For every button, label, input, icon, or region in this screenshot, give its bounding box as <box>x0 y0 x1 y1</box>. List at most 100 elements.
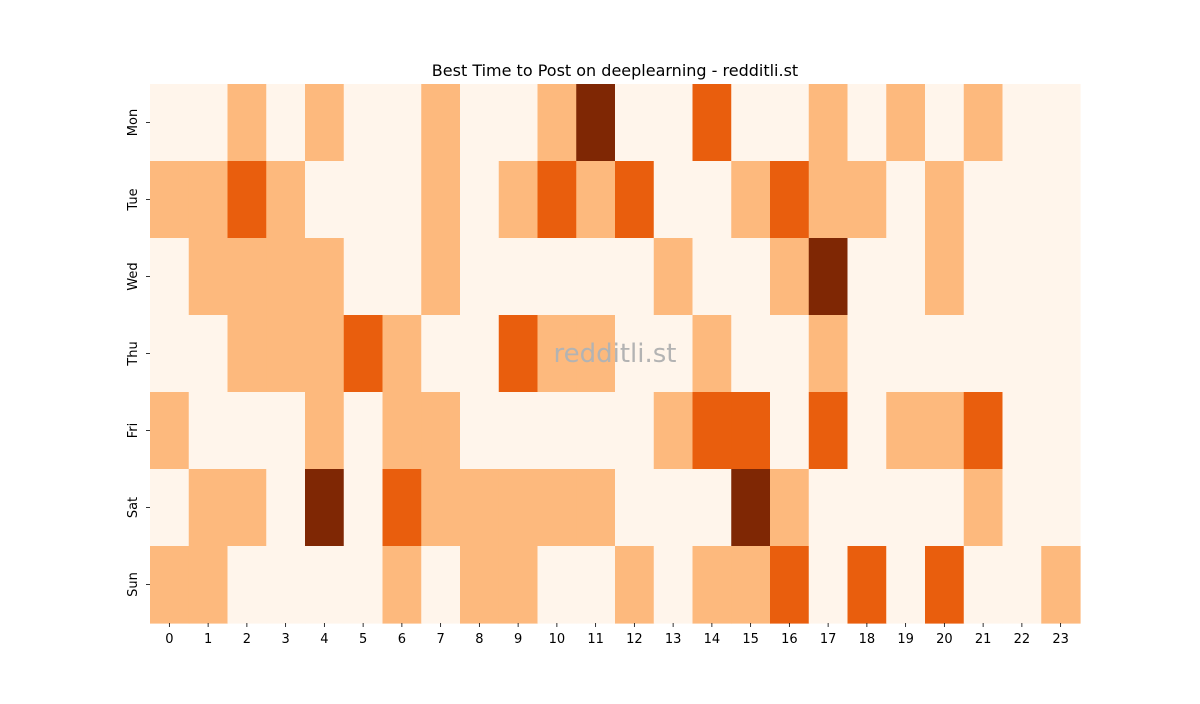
heatmap-cell-sun-0 <box>150 546 190 624</box>
x-tick-label: 3 <box>281 632 289 647</box>
heatmap-cell-thu-18 <box>847 315 887 393</box>
heatmap-cell-fri-8 <box>460 392 500 470</box>
x-tick-label: 22 <box>1014 632 1031 647</box>
heatmap-cell-sun-17 <box>808 546 849 624</box>
heatmap-cell-sun-3 <box>266 546 306 624</box>
y-tick-label: Tue <box>126 188 141 211</box>
x-tick-label: 0 <box>165 632 173 647</box>
heatmap-cell-thu-15 <box>731 315 771 393</box>
heatmap-cell-sat-21 <box>963 469 1004 547</box>
heatmap-cell-thu-21 <box>963 315 1004 393</box>
heatmap-cell-mon-17 <box>808 84 849 162</box>
heatmap-cell-wed-9 <box>498 238 539 316</box>
heatmap-cell-sat-17 <box>808 469 849 547</box>
heatmap-cell-wed-18 <box>847 238 887 316</box>
heatmap-cell-thu-17 <box>808 315 849 393</box>
x-tick-label: 8 <box>475 632 483 647</box>
heatmap-cell-sat-11 <box>576 469 616 547</box>
heatmap-cell-mon-12 <box>615 84 655 162</box>
x-tick-label: 18 <box>859 632 876 647</box>
heatmap-cell-fri-15 <box>731 392 771 470</box>
x-tick-label: 14 <box>704 632 721 647</box>
x-tick-label: 7 <box>436 632 444 647</box>
heatmap-cell-mon-5 <box>343 84 384 162</box>
heatmap-cell-thu-4 <box>305 315 345 393</box>
x-tick-label: 10 <box>549 632 566 647</box>
heatmap-cell-thu-7 <box>421 315 461 393</box>
heatmap-cell-mon-7 <box>421 84 461 162</box>
heatmap-cell-thu-13 <box>653 315 694 393</box>
heatmap-cell-sat-10 <box>537 469 577 547</box>
heatmap-cell-tue-0 <box>150 161 190 239</box>
x-tick-label: 15 <box>742 632 759 647</box>
heatmap-cell-sat-18 <box>847 469 887 547</box>
heatmap-cell-thu-16 <box>770 315 810 393</box>
heatmap-cell-tue-9 <box>498 161 539 239</box>
x-tick-label: 16 <box>781 632 798 647</box>
x-tick-label: 13 <box>665 632 682 647</box>
heatmap-cell-fri-0 <box>150 392 190 470</box>
x-tick-label: 1 <box>204 632 212 647</box>
heatmap-cell-thu-0 <box>150 315 190 393</box>
heatmap-cell-mon-0 <box>150 84 190 162</box>
x-tick-label: 21 <box>975 632 992 647</box>
heatmap-cell-fri-22 <box>1002 392 1042 470</box>
heatmap-cell-mon-3 <box>266 84 306 162</box>
heatmap-cell-wed-14 <box>692 238 732 316</box>
x-tick-label: 4 <box>320 632 328 647</box>
heatmap-cell-tue-1 <box>188 161 229 239</box>
heatmap-cell-fri-7 <box>421 392 461 470</box>
heatmap-cell-sat-0 <box>150 469 190 547</box>
heatmap-cell-tue-10 <box>537 161 577 239</box>
x-tick-label: 9 <box>514 632 522 647</box>
x-tick-label: 6 <box>398 632 406 647</box>
x-tick-label: 20 <box>936 632 953 647</box>
heatmap-cell-sat-14 <box>692 469 732 547</box>
heatmap-cell-fri-19 <box>886 392 926 470</box>
heatmap-cell-fri-16 <box>770 392 810 470</box>
heatmap-cell-fri-2 <box>227 392 267 470</box>
heatmap-cell-tue-15 <box>731 161 771 239</box>
heatmap-cell-tue-7 <box>421 161 461 239</box>
heatmap-cell-thu-1 <box>188 315 229 393</box>
heatmap-cell-sat-5 <box>343 469 384 547</box>
heatmap-cell-thu-14 <box>692 315 732 393</box>
heatmap-cell-mon-21 <box>963 84 1004 162</box>
x-tick-label: 11 <box>587 632 604 647</box>
heatmap-cell-sat-15 <box>731 469 771 547</box>
x-tick-label: 23 <box>1052 632 1069 647</box>
heatmap-cell-wed-19 <box>886 238 926 316</box>
heatmap-cell-thu-9 <box>498 315 539 393</box>
heatmap-cell-mon-22 <box>1002 84 1042 162</box>
heatmap-cell-sat-9 <box>498 469 539 547</box>
heatmap-cell-sat-7 <box>421 469 461 547</box>
heatmap-cell-thu-8 <box>460 315 500 393</box>
heatmap-cell-sun-21 <box>963 546 1004 624</box>
heatmap-cell-tue-16 <box>770 161 810 239</box>
heatmap-cell-sat-16 <box>770 469 810 547</box>
heatmap-cell-mon-23 <box>1041 84 1081 162</box>
x-tick-label: 12 <box>626 632 643 647</box>
heatmap-cell-thu-5 <box>343 315 384 393</box>
heatmap-cell-sat-19 <box>886 469 926 547</box>
heatmap-cell-sun-6 <box>382 546 422 624</box>
heatmap-cell-sun-23 <box>1041 546 1081 624</box>
heatmap-cell-fri-10 <box>537 392 577 470</box>
heatmap-cell-sun-12 <box>615 546 655 624</box>
heatmap-cell-fri-11 <box>576 392 616 470</box>
heatmap-cell-fri-23 <box>1041 392 1081 470</box>
heatmap-cell-tue-8 <box>460 161 500 239</box>
heatmap-cell-fri-1 <box>188 392 229 470</box>
heatmap-cell-mon-18 <box>847 84 887 162</box>
heatmap-cell-tue-23 <box>1041 161 1081 239</box>
heatmap-cell-sat-20 <box>925 469 965 547</box>
y-axis: Mon Tue Wed Thu Fri Sat Sun <box>126 109 150 597</box>
heatmap-cell-thu-2 <box>227 315 267 393</box>
heatmap-cell-fri-5 <box>343 392 384 470</box>
heatmap-cell-sun-5 <box>343 546 384 624</box>
heatmap-cell-thu-10 <box>537 315 577 393</box>
heatmap-cell-fri-3 <box>266 392 306 470</box>
heatmap-cell-mon-9 <box>498 84 539 162</box>
heatmap-cell-sat-1 <box>188 469 229 547</box>
